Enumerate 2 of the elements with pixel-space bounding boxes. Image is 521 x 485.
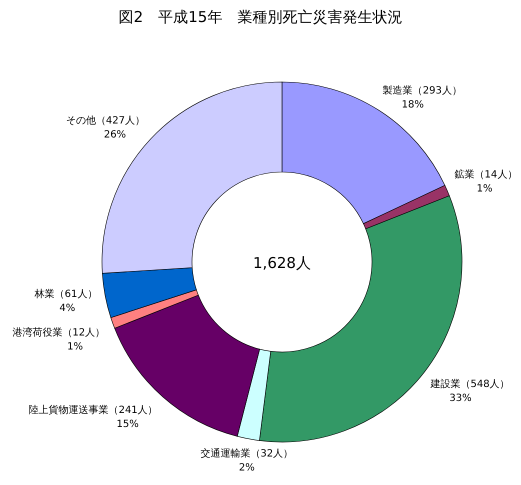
annotation: 1,628人 (253, 254, 311, 272)
title: 図2 平成15年 業種別死亡災害発生状況 (118, 8, 402, 26)
